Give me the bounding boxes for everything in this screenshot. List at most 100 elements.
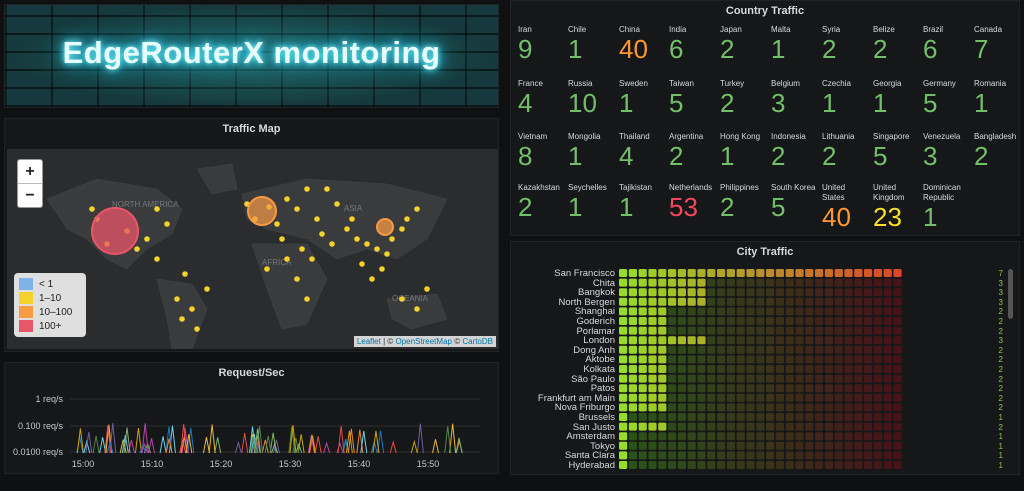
country-stat[interactable]: Syria 2 <box>822 25 872 63</box>
country-stat[interactable]: South Korea 5 <box>771 183 821 221</box>
marker-1-10[interactable] <box>174 296 180 302</box>
country-stat[interactable]: China 40 <box>619 25 669 63</box>
marker-1-10[interactable] <box>399 226 405 232</box>
city-name[interactable]: Bangkok <box>578 287 615 299</box>
city-name[interactable]: Amsterdam <box>566 431 615 443</box>
country-stat[interactable]: Japan 2 <box>720 25 770 63</box>
country-stat[interactable]: Romania 1 <box>974 79 1024 117</box>
leaflet-link[interactable]: Leaflet <box>356 337 381 346</box>
country-stat[interactable]: Argentina 2 <box>669 132 719 170</box>
city-name[interactable]: Aktobe <box>585 354 615 366</box>
marker-1-10[interactable] <box>294 206 300 212</box>
marker-1-10[interactable] <box>329 241 335 247</box>
marker-1-10[interactable] <box>359 261 365 267</box>
country-stat[interactable]: Taiwan 5 <box>669 79 719 117</box>
city-name[interactable]: Hyderabad <box>568 460 615 471</box>
traffic-map-title[interactable]: Traffic Map <box>222 123 281 135</box>
country-stat[interactable]: Germany 5 <box>923 79 973 117</box>
country-stat[interactable]: India 6 <box>669 25 719 63</box>
marker-1-10[interactable] <box>399 296 405 302</box>
marker-1-10[interactable] <box>299 246 305 252</box>
marker-1-10[interactable] <box>189 306 195 312</box>
osm-link[interactable]: OpenStreetMap <box>395 337 452 346</box>
country-stat[interactable]: Netherlands 53 <box>669 183 719 221</box>
city-name[interactable]: San Justo <box>572 421 615 433</box>
country-stat[interactable]: Singapore 5 <box>873 132 923 170</box>
country-stat[interactable]: Sweden 1 <box>619 79 669 117</box>
country-stat[interactable]: Canada 7 <box>974 25 1024 63</box>
marker-1-10[interactable] <box>264 266 270 272</box>
zoom-in-button[interactable]: + <box>18 160 42 184</box>
country-stat[interactable]: France 4 <box>518 79 568 117</box>
marker-1-10[interactable] <box>379 266 385 272</box>
marker-1-10[interactable] <box>284 256 290 262</box>
marker-1-10[interactable] <box>389 236 395 242</box>
marker-1-10[interactable] <box>154 256 160 262</box>
country-stat[interactable]: Russia 10 <box>568 79 618 117</box>
marker-1-10[interactable] <box>344 226 350 232</box>
country-stat[interactable]: Georgia 1 <box>873 79 923 117</box>
marker-1-10[interactable] <box>309 256 315 262</box>
country-stat[interactable]: Turkey 2 <box>720 79 770 117</box>
city-name[interactable]: Brussels <box>578 412 615 423</box>
marker-1-10[interactable] <box>274 221 280 227</box>
country-stat[interactable]: Seychelles 1 <box>568 183 618 221</box>
country-stat[interactable]: Philippines 2 <box>720 183 770 221</box>
country-stat[interactable]: Kazakhstan 2 <box>518 183 568 221</box>
marker-1-10[interactable] <box>304 186 310 192</box>
marker-1-10[interactable] <box>354 236 360 242</box>
zoom-out-button[interactable]: − <box>25 187 35 204</box>
country-stat[interactable]: Mongolia 1 <box>568 132 618 170</box>
country-stat[interactable]: Belize 2 <box>873 25 923 63</box>
marker-10-100-europe[interactable] <box>247 196 277 226</box>
country-stat[interactable]: Malta 1 <box>771 25 821 63</box>
marker-1-10[interactable] <box>179 316 185 322</box>
marker-1-10[interactable] <box>424 286 430 292</box>
marker-10-100-china[interactable] <box>376 218 394 236</box>
city-name[interactable]: Kolkata <box>583 364 615 375</box>
country-stat[interactable]: Chile 1 <box>568 25 618 63</box>
marker-1-10[interactable] <box>414 206 420 212</box>
country-stat[interactable]: Iran 9 <box>518 25 568 63</box>
cartodb-link[interactable]: CartoDB <box>462 337 493 346</box>
marker-1-10[interactable] <box>404 216 410 222</box>
city-name[interactable]: Goderich <box>576 316 615 327</box>
city-name[interactable]: Patos <box>590 383 615 395</box>
city-name[interactable]: Nova Friburgo <box>554 402 615 414</box>
marker-1-10[interactable] <box>134 246 140 252</box>
requests-title[interactable]: Request/Sec <box>218 367 285 379</box>
city-name[interactable]: San Francisco <box>554 268 615 279</box>
country-stat[interactable]: Czechia 1 <box>822 79 872 117</box>
country-stat[interactable]: Vietnam 8 <box>518 132 568 170</box>
country-stat[interactable]: Thailand 4 <box>619 132 669 170</box>
marker-1-10[interactable] <box>369 276 375 282</box>
city-name[interactable]: London <box>583 335 615 347</box>
marker-1-10[interactable] <box>89 206 95 212</box>
marker-1-10[interactable] <box>279 236 285 242</box>
country-traffic-title[interactable]: Country Traffic <box>725 5 805 17</box>
city-name[interactable]: Chita <box>592 277 615 289</box>
marker-1-10[interactable] <box>334 201 340 207</box>
marker-1-10[interactable] <box>319 231 325 237</box>
country-stat[interactable]: Dominican Republic 1 <box>923 183 973 231</box>
city-name[interactable]: São Paulo <box>571 373 615 385</box>
marker-1-10[interactable] <box>154 206 160 212</box>
city-name[interactable]: Tokyo <box>590 440 615 452</box>
country-stat[interactable]: United States 40 <box>822 183 872 231</box>
city-name[interactable]: Shanghai <box>574 306 615 318</box>
marker-1-10[interactable] <box>349 216 355 222</box>
world-map[interactable]: NORTH AMERICA ASIA AFRICA OCEANIA + − < … <box>7 149 498 349</box>
country-stat[interactable]: Hong Kong 1 <box>720 132 770 170</box>
marker-1-10[interactable] <box>384 251 390 257</box>
marker-1-10[interactable] <box>182 271 188 277</box>
city-name[interactable]: Dong Anh <box>573 344 615 356</box>
country-stat[interactable]: Belgium 3 <box>771 79 821 117</box>
requests-graph[interactable]: 1 req/s 0.100 req/s 0.0100 req/s 15:00 1… <box>5 363 498 475</box>
marker-1-10[interactable] <box>194 326 200 332</box>
country-stat[interactable]: Venezuela 3 <box>923 132 973 170</box>
marker-1-10[interactable] <box>374 246 380 252</box>
country-stat[interactable]: Brazil 6 <box>923 25 973 63</box>
country-stat[interactable]: Tajikistan 1 <box>619 183 669 221</box>
marker-1-10[interactable] <box>414 306 420 312</box>
city-name[interactable]: Porlamar <box>576 325 615 337</box>
